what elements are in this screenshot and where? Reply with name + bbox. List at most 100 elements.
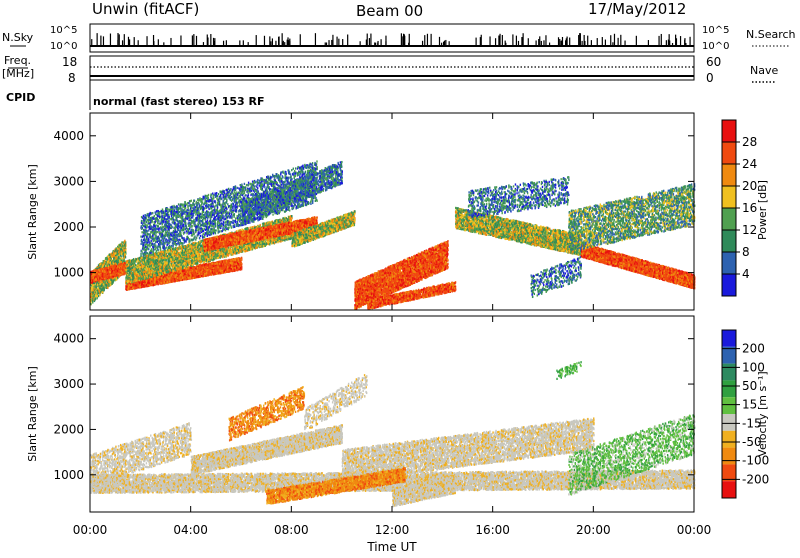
range-cell: [119, 249, 120, 251]
range-cell: [100, 283, 101, 285]
range-cell: [115, 262, 116, 264]
range-cell: [122, 255, 123, 257]
freq-tick-top: 18: [62, 55, 77, 69]
cpid-text: normal (fast stereo) 153 RF: [93, 95, 265, 108]
range-cell: [116, 254, 117, 256]
noise-trace: [90, 33, 694, 46]
range-cell: [99, 294, 100, 296]
range-cell: [95, 291, 96, 293]
range-cell: [121, 257, 122, 259]
range-cell: [94, 286, 95, 288]
range-cell: [124, 253, 125, 255]
range-cell: [95, 295, 96, 297]
range-cell: [121, 253, 122, 255]
nave-label: Nave: [750, 64, 778, 77]
nave-tick-top: 60: [706, 55, 721, 69]
range-cell: [91, 293, 92, 295]
range-cell: [93, 295, 94, 297]
range-cell: [98, 287, 99, 289]
range-cell: [110, 283, 111, 285]
rti-figure: Unwin (fitACF) Beam 00 17/May/2012 N.Sky…: [0, 0, 800, 554]
range-cell: [111, 254, 112, 256]
range-cell: [103, 280, 104, 282]
range-cell: [107, 265, 108, 267]
range-cell: [100, 265, 101, 267]
range-cell: [108, 257, 109, 259]
freq-label-line1: Freq.: [4, 54, 31, 67]
range-cell: [96, 297, 97, 299]
range-cell: [114, 278, 115, 280]
range-cell: [102, 264, 103, 266]
range-cell: [92, 301, 93, 303]
range-cell: [110, 281, 111, 283]
range-cell: [98, 264, 99, 266]
freq-tick-bottom: 8: [68, 71, 76, 85]
freq-label-line2: [MHz]: [2, 67, 34, 80]
range-cell: [120, 244, 121, 246]
range-cell: [97, 295, 98, 297]
range-cell: [105, 263, 106, 265]
range-cell: [92, 288, 93, 290]
range-cell: [119, 260, 120, 262]
cpid-label: CPID: [6, 91, 35, 104]
range-cell: [113, 252, 114, 254]
range-cell: [101, 289, 102, 291]
range-cell: [118, 256, 119, 258]
range-cell: [121, 261, 122, 263]
date-title: 17/May/2012: [588, 0, 686, 18]
range-cell: [112, 281, 113, 283]
nave-tick-bottom: 0: [706, 71, 714, 85]
noise-tick-bottom-left: 10^0: [50, 41, 77, 52]
range-cell: [124, 244, 125, 246]
noise-tick-top-right: 10^5: [702, 25, 729, 36]
range-cell: [121, 241, 122, 243]
range-cell: [124, 256, 125, 258]
nsearch-label: N.Search: [746, 28, 796, 41]
range-cell: [90, 301, 91, 303]
range-cell: [97, 284, 98, 286]
range-cell: [117, 247, 118, 249]
range-cell: [116, 257, 117, 259]
range-cell: [106, 279, 107, 281]
range-cell: [106, 258, 107, 260]
range-cell: [92, 291, 93, 293]
range-cell: [116, 278, 117, 280]
range-cell: [105, 284, 106, 286]
range-cell: [116, 260, 117, 262]
range-cell: [97, 291, 98, 293]
range-cell: [123, 250, 124, 252]
range-cell: [96, 287, 97, 289]
beam-title: Beam 00: [356, 2, 423, 20]
range-cell: [101, 281, 102, 283]
range-cell: [110, 261, 111, 263]
noise-tick-top-left: 10^5: [50, 25, 77, 36]
rti-plot-svg: Unwin (fitACF) Beam 00 17/May/2012 N.Sky…: [0, 0, 800, 554]
nsky-label: N.Sky: [2, 31, 34, 44]
power-heatmap: [90, 160, 695, 309]
range-cell: [104, 260, 105, 262]
range-cell: [103, 283, 104, 285]
range-cell: [120, 250, 121, 252]
range-cell: [99, 263, 100, 265]
range-cell: [108, 284, 109, 286]
range-cell: [113, 257, 114, 259]
range-cell: [103, 287, 104, 289]
freq-trace: [90, 67, 694, 76]
range-cell: [123, 259, 124, 261]
range-cell: [92, 285, 93, 287]
range-cell: [115, 253, 116, 255]
range-cell: [121, 245, 122, 247]
noise-tick-bottom-right: 10^0: [702, 41, 729, 52]
range-cell: [92, 298, 93, 300]
range-cell: [122, 253, 123, 255]
range-cell: [125, 251, 126, 253]
range-cell: [109, 279, 110, 281]
range-cell: [108, 260, 109, 262]
range-cell: [109, 254, 110, 256]
range-cell: [112, 260, 113, 262]
station-title: Unwin (fitACF): [92, 0, 199, 18]
range-cell: [110, 279, 111, 281]
range-cell: [98, 295, 99, 297]
range-cell: [121, 248, 122, 250]
range-cell: [94, 298, 95, 300]
